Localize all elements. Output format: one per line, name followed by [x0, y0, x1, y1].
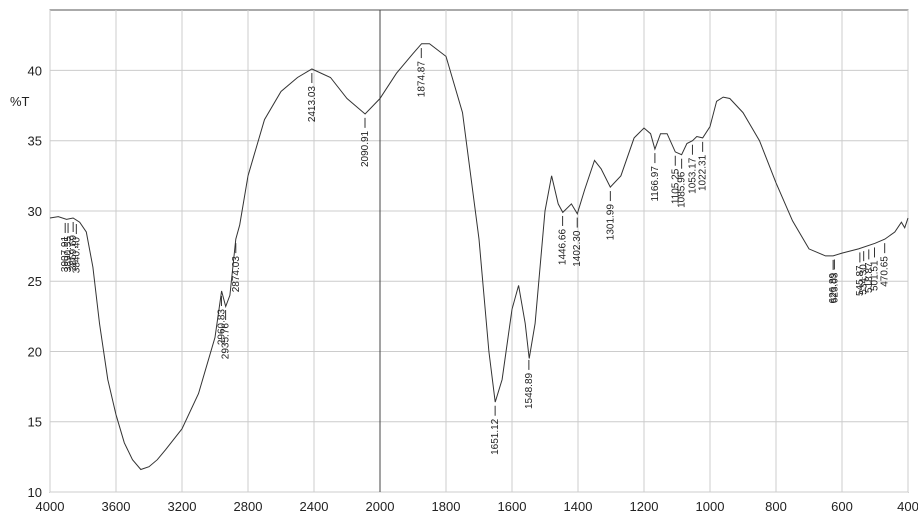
y-tick-label: 10	[28, 485, 42, 500]
peak-label: 1085.96	[677, 171, 688, 208]
peak-label: 545.87	[855, 265, 866, 296]
peak-label: 2090.91	[360, 130, 371, 167]
peak-label: 1105.25	[670, 168, 681, 204]
peak-label: 1651.12	[490, 418, 501, 455]
peak-label: 1446.66	[558, 229, 569, 266]
x-tick-label: 1400	[564, 499, 593, 514]
peak-label: 1053.17	[687, 157, 698, 194]
peak-label: 1022.31	[698, 154, 709, 191]
y-tick-label: 30	[28, 204, 42, 219]
peak-label: 1548.89	[524, 372, 535, 409]
peak-label: 501.51	[870, 260, 881, 291]
x-tick-label: 400	[897, 499, 918, 514]
peak-label: 2960.83	[216, 309, 227, 346]
x-tick-label: 1200	[630, 499, 659, 514]
peak-label: 2874.03	[231, 256, 242, 293]
peak-label: 1301.99	[605, 204, 616, 241]
y-tick-label: 20	[28, 344, 42, 359]
y-axis-label: %T	[10, 94, 30, 109]
y-tick-label: 15	[28, 415, 42, 430]
y-tick-label: 40	[28, 63, 42, 78]
peak-label: 1874.87	[416, 61, 427, 98]
peak-label: 3840.40	[71, 237, 82, 274]
plot-frame	[49, 9, 909, 493]
peak-label: 1402.30	[572, 230, 583, 267]
peak-label: 3859.69	[68, 235, 79, 272]
peak-label: 2413.03	[307, 86, 318, 123]
peak-label: 2935.76	[221, 323, 232, 360]
x-tick-label: 800	[765, 499, 787, 514]
x-tick-label: 4000	[36, 499, 65, 514]
x-tick-label: 600	[831, 499, 853, 514]
y-tick-label: 35	[28, 134, 42, 149]
x-tick-label: 2400	[300, 499, 329, 514]
peak-label: 3907.91	[60, 236, 71, 273]
x-tick-label: 1000	[696, 499, 725, 514]
spectrum-line	[49, 43, 909, 471]
x-tick-label: 2800	[234, 499, 263, 514]
peak-label: 534.30	[859, 264, 870, 295]
x-tick-label: 3600	[102, 499, 131, 514]
x-tick-label: 1800	[432, 499, 461, 514]
peak-label: 518.87	[864, 262, 875, 293]
peak-label: 623.03	[829, 272, 840, 303]
peak-label: 3890.55	[63, 236, 74, 273]
peak-label: 470.65	[880, 256, 891, 287]
x-tick-label: 3200	[168, 499, 197, 514]
x-tick-label: 1600	[498, 499, 527, 514]
peak-label: 626.89	[828, 272, 839, 303]
y-tick-label: 25	[28, 274, 42, 289]
x-tick-label: 2000	[366, 499, 395, 514]
peak-label: 1166.97	[650, 166, 661, 202]
